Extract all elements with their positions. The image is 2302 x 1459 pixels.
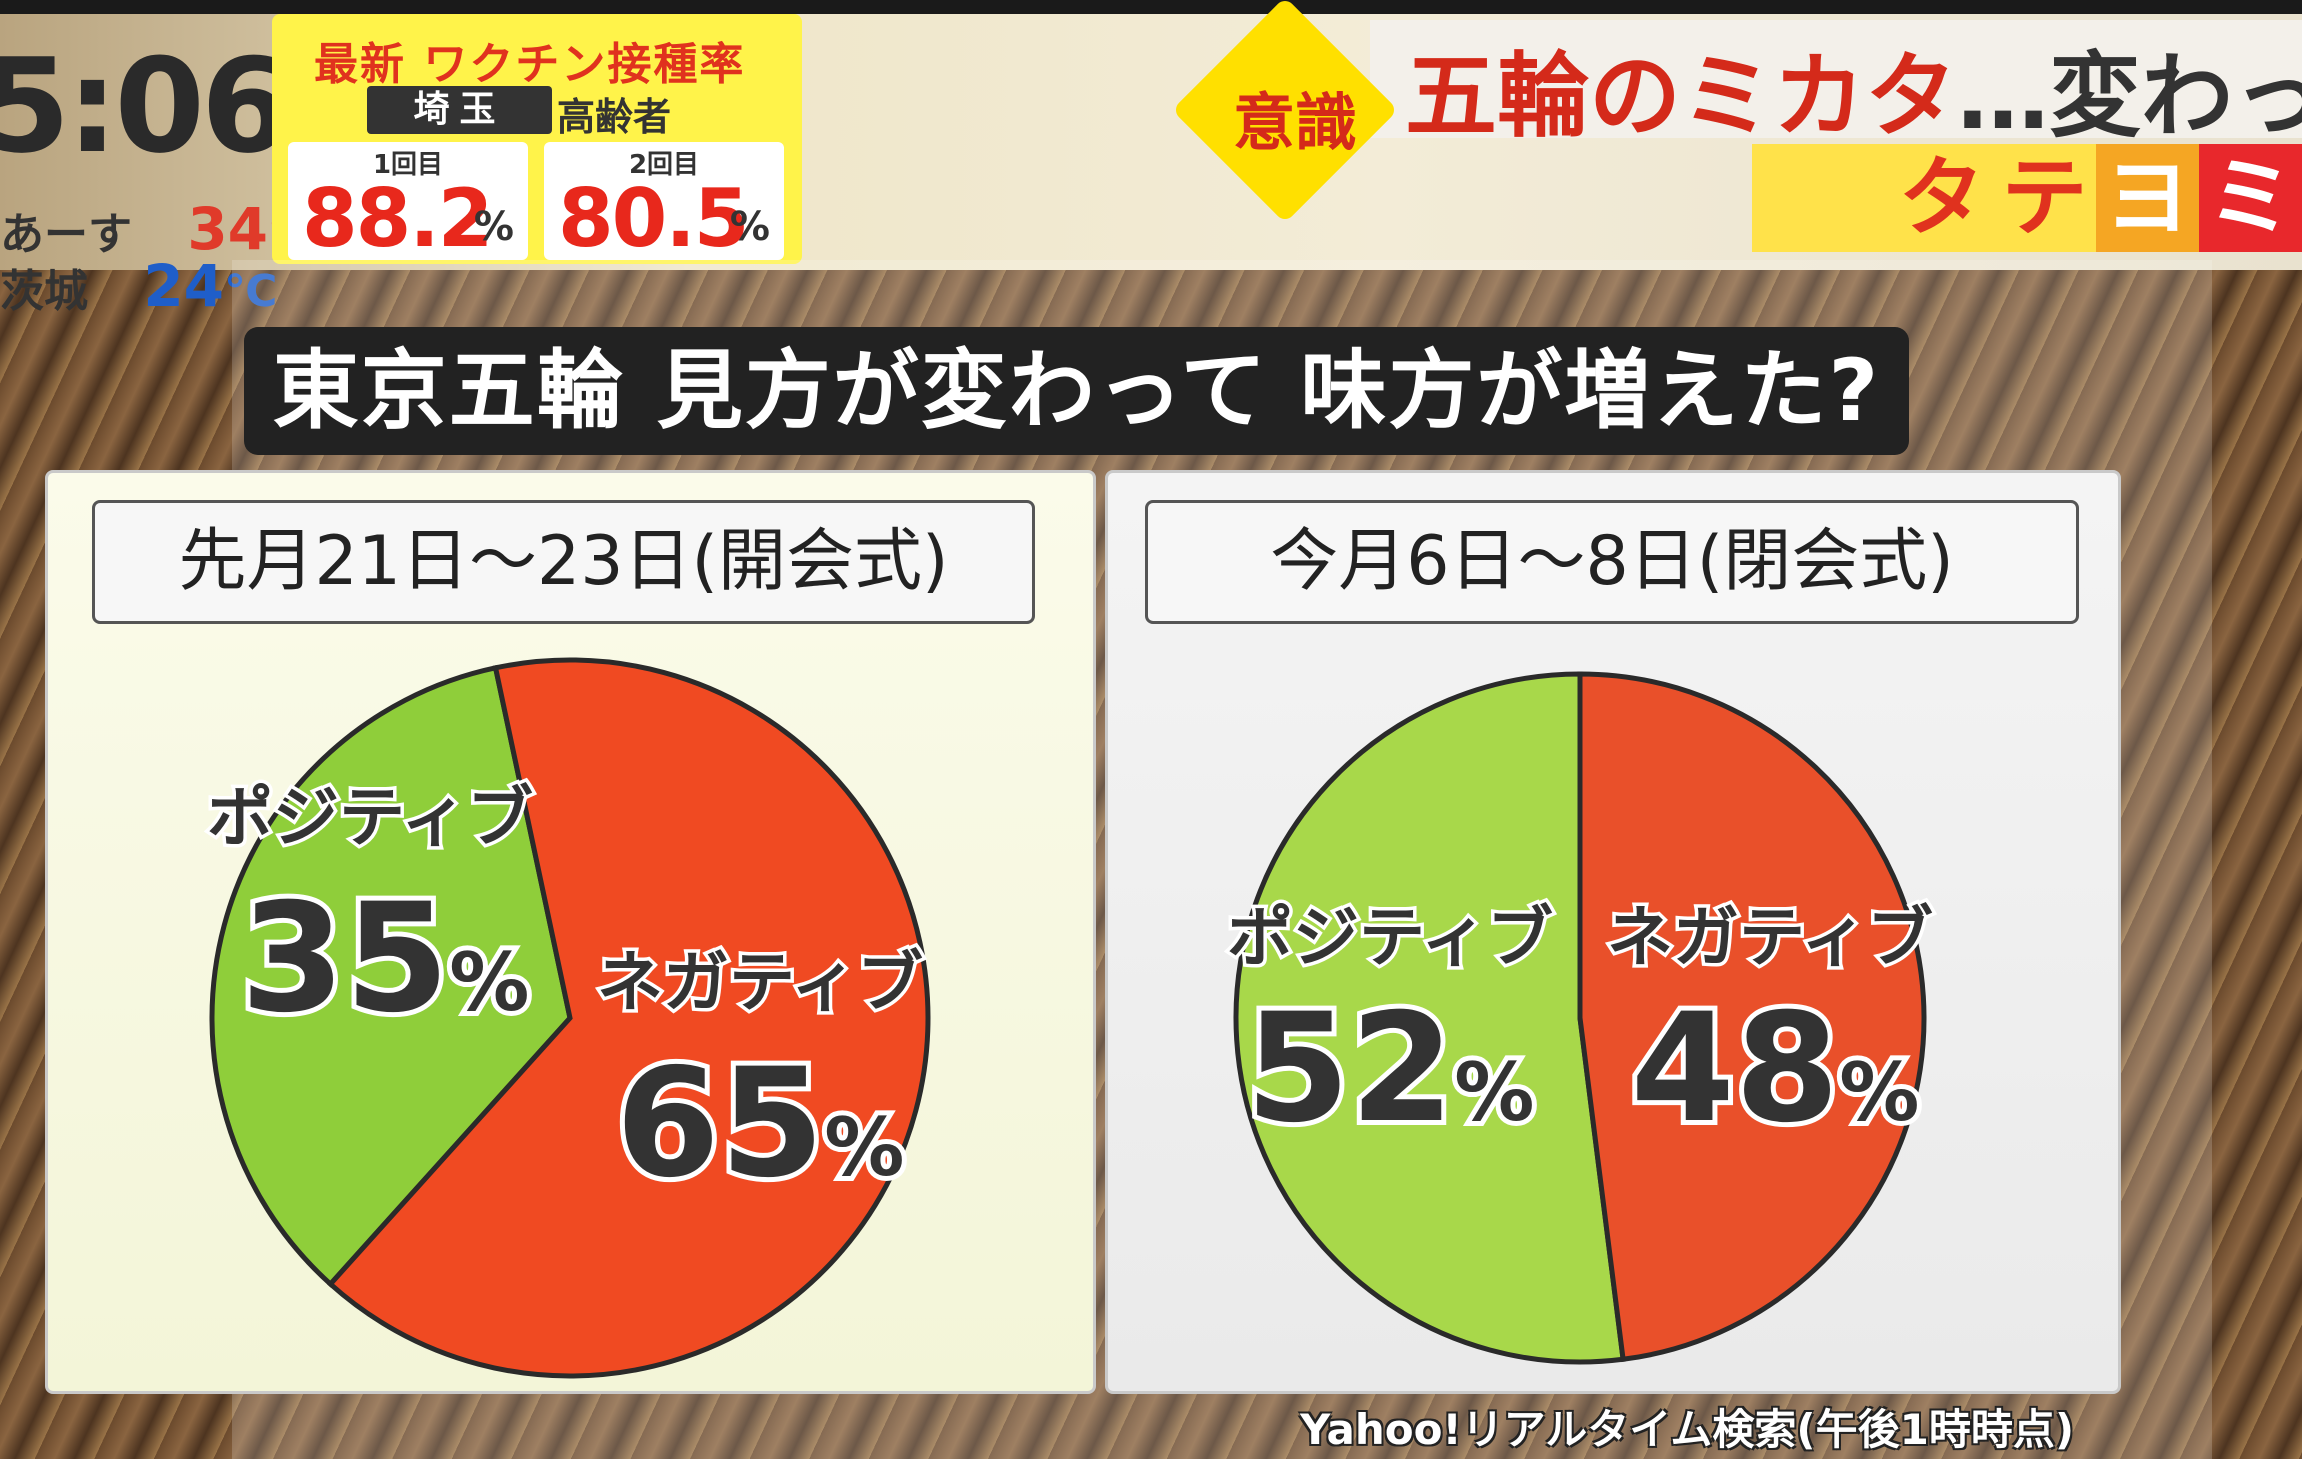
weather-row-2: 茨城 24℃ xyxy=(0,252,277,320)
weather-unit: ℃ xyxy=(224,266,278,317)
dose-value: 80.5 xyxy=(558,172,749,265)
weather-location: 茨城 xyxy=(0,266,88,317)
corner-logo-char: テ xyxy=(1993,144,2096,252)
slice-value: 65% xyxy=(616,1037,905,1211)
slice-value: 52% xyxy=(1246,982,1535,1156)
headline-title: 五輪のミカタ…変わったか xyxy=(1405,22,2302,155)
chart-title: 東京五輪 見方が変わって 味方が増えた? xyxy=(272,341,1881,441)
headline-badge: 意識 xyxy=(1232,86,1357,159)
headline-strip xyxy=(1370,20,2302,138)
vaccine-rate-box: 最新 ワクチン接種率 埼玉 高齢者 1回目 88.2 % 2回目 80.5 % xyxy=(272,14,802,265)
corner-logo-char: ヨ xyxy=(2096,144,2199,252)
top-border xyxy=(0,0,2302,14)
slice-label: ポジティブ xyxy=(1227,899,1553,976)
dose-label: 2回目 xyxy=(628,150,700,180)
slice-label: ネガティブ xyxy=(597,944,923,1021)
headline-title-rest: 変わったか xyxy=(2049,43,2302,150)
weather-temp: 24 xyxy=(143,252,225,320)
vaccine-dose-2: 2回目 80.5 % xyxy=(544,142,784,265)
weather-location: あーす xyxy=(0,209,132,260)
headline-ellipsis: … xyxy=(1957,43,2050,150)
period-label-right: 今月6日～8日(閉会式) xyxy=(1145,500,2079,624)
corner-logo: タテヨミ xyxy=(1752,144,2302,252)
clock: 5:06 xyxy=(0,30,291,182)
slice-label: ポジティブ xyxy=(207,779,533,856)
dose-unit: % xyxy=(473,204,514,250)
pie-slice-positive xyxy=(1233,671,1626,1365)
weather-temp: 34 xyxy=(187,195,269,263)
corner-logo-char: ミ xyxy=(2199,144,2302,252)
slice-value: 35% xyxy=(241,872,530,1046)
pie-slice-negative xyxy=(326,657,931,1379)
vaccine-title: 最新 ワクチン接種率 xyxy=(314,39,746,90)
slice-value: 48% xyxy=(1631,982,1920,1156)
question-bar xyxy=(244,327,1909,455)
dose-value: 88.2 xyxy=(302,172,493,265)
pie-slice-negative xyxy=(1577,671,1927,1363)
vaccine-group: 高齢者 xyxy=(557,95,672,139)
dose-unit: % xyxy=(729,204,770,250)
dose-label: 1回目 xyxy=(372,150,444,180)
corner-logo-char: タ xyxy=(1890,144,1993,252)
pie-slice-positive xyxy=(209,664,573,1288)
slice-label: ネガティブ xyxy=(1607,899,1933,976)
period-label-left: 先月21日～23日(開会式) xyxy=(92,500,1035,624)
vaccine-prefecture: 埼玉 xyxy=(367,86,552,134)
headline-title-main: 五輪のミカタ xyxy=(1405,43,1958,150)
vaccine-dose-1: 1回目 88.2 % xyxy=(288,142,528,265)
source-note: Yahoo!リアルタイム検索(午後1時時点) xyxy=(1300,1405,2075,1454)
